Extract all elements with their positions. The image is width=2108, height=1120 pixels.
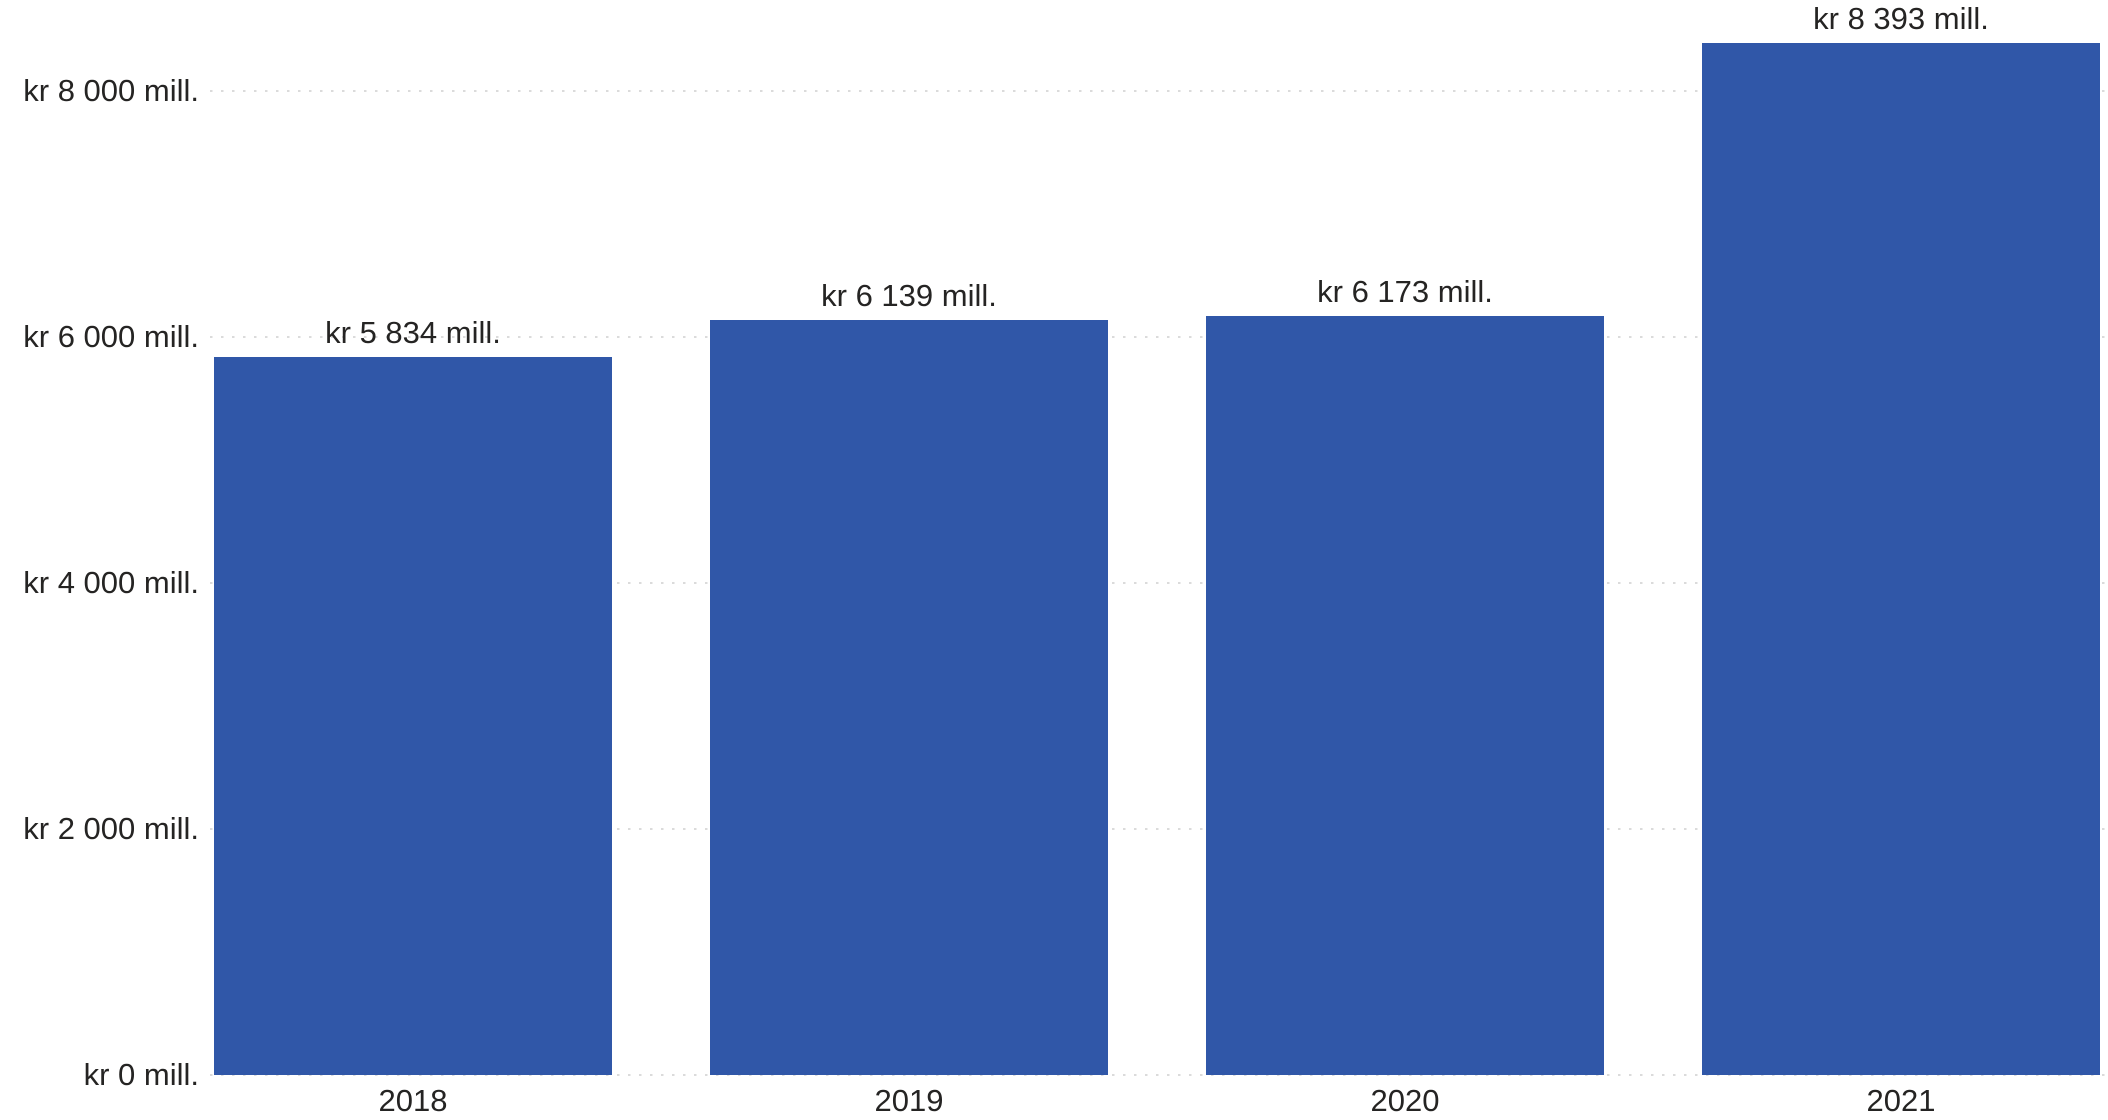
y-tick-label: kr 6 000 mill. bbox=[23, 319, 199, 354]
bar-2020[interactable] bbox=[1206, 315, 1604, 1075]
x-tick-label: 2021 bbox=[1866, 1083, 1936, 1118]
gridline-2000 bbox=[210, 828, 2108, 830]
y-tick-label: kr 4 000 mill. bbox=[23, 565, 199, 600]
bar-2021[interactable] bbox=[1702, 42, 2100, 1075]
gridline-0 bbox=[210, 1074, 2108, 1076]
y-tick-label: kr 8 000 mill. bbox=[23, 73, 199, 108]
x-tick-label: 2020 bbox=[1370, 1083, 1440, 1118]
x-tick-label: 2019 bbox=[874, 1083, 944, 1118]
gridline-6000 bbox=[210, 336, 2108, 338]
bar-2019[interactable] bbox=[710, 319, 1108, 1075]
bar-value-label: kr 6 173 mill. bbox=[1317, 273, 1493, 309]
y-tick-label: kr 2 000 mill. bbox=[23, 811, 199, 846]
gridline-4000 bbox=[210, 582, 2108, 584]
bar-2018[interactable] bbox=[214, 357, 612, 1075]
bar-value-label: kr 6 139 mill. bbox=[821, 277, 997, 313]
x-tick-label: 2018 bbox=[378, 1083, 448, 1118]
bar-value-label: kr 8 393 mill. bbox=[1813, 0, 1989, 36]
gridline-8000 bbox=[210, 90, 2108, 92]
bar-value-label: kr 5 834 mill. bbox=[325, 315, 501, 351]
y-tick-label: kr 0 mill. bbox=[83, 1057, 199, 1092]
